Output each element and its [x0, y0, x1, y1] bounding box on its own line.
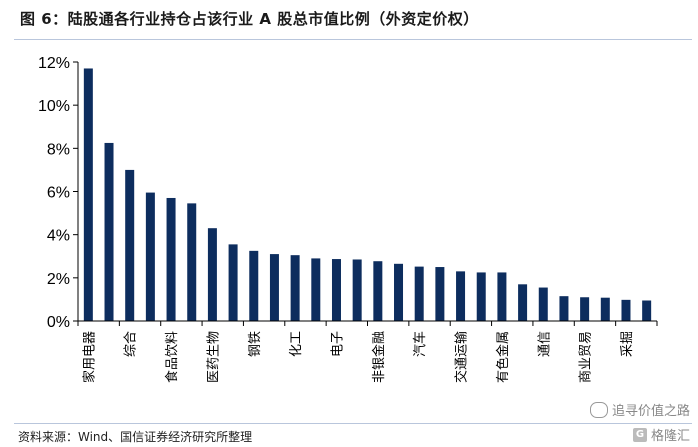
watermark-brand: 格隆汇 — [650, 429, 690, 444]
x-category-label: 食品饮料 — [164, 331, 180, 383]
title-divider — [14, 39, 692, 40]
gelonghui-logo-icon: G — [632, 427, 647, 442]
x-category-label: 汽车 — [412, 331, 428, 357]
bar — [104, 142, 114, 321]
x-category-label: 化工 — [289, 331, 304, 357]
wechat-icon — [589, 401, 608, 418]
bar — [580, 297, 590, 321]
bar — [497, 272, 507, 321]
bar-chart: 0% 2% 4% 6% 8% 10% 12% 家用电器 综合 食品饮料 医药生物 钢铁 化工 电子 非银金… — [38, 55, 658, 383]
x-category-label: 电子 — [330, 331, 345, 357]
x-category-label: 综合 — [124, 331, 139, 357]
watermark-text: 追寻价值之路 — [611, 404, 690, 419]
y-tick-label: 6% — [47, 185, 70, 202]
x-axis: 家用电器 综合 食品饮料 医药生物 钢铁 化工 电子 非银金融 汽车 交通运输 有色金属 通信 商业贸易… — [77, 320, 658, 383]
bar — [166, 197, 176, 321]
bar — [352, 259, 362, 321]
x-category-label: 医药生物 — [206, 331, 221, 383]
bar — [559, 296, 569, 321]
bar — [228, 244, 238, 321]
bar — [290, 255, 300, 321]
bar — [269, 254, 279, 321]
x-category-label: 家用电器 — [81, 331, 97, 383]
y-axis: 0% 2% 4% 6% 8% 10% 12% — [38, 55, 79, 331]
y-tick-label: 8% — [47, 141, 70, 158]
x-category-label: 非银金融 — [371, 331, 387, 383]
bar — [145, 192, 155, 321]
y-tick-label: 2% — [47, 271, 70, 288]
bar-series — [83, 68, 652, 321]
bar — [311, 258, 321, 321]
bar — [476, 272, 486, 321]
source-note: 资料来源：Wind、国信证券经济研究所整理 — [18, 430, 253, 444]
bar — [538, 287, 548, 321]
bar — [373, 261, 383, 321]
bar — [414, 266, 424, 321]
y-tick-label: 0% — [47, 314, 70, 331]
y-tick-label: 4% — [47, 228, 70, 245]
bar — [207, 228, 217, 321]
x-category-label: 通信 — [537, 331, 552, 357]
bar — [518, 284, 528, 321]
bar — [83, 68, 93, 321]
x-category-label: 交通运输 — [454, 331, 470, 383]
watermark-top: 追寻价值之路 — [589, 400, 690, 419]
bar — [435, 267, 445, 321]
bar — [125, 169, 135, 321]
x-category-label: 采掘 — [620, 331, 635, 357]
bar — [249, 250, 259, 321]
bar — [187, 203, 197, 321]
bar — [621, 299, 631, 321]
bar — [331, 259, 341, 321]
y-tick-label: 10% — [38, 98, 70, 115]
watermark-bottom: G 格隆汇 — [632, 425, 690, 444]
bar — [642, 300, 652, 321]
bar — [394, 263, 404, 321]
figure-title: 图 6：陆股通各行业持仓占该行业 A 股总市值比例（外资定价权） — [20, 10, 479, 28]
bar — [600, 297, 610, 321]
bar — [456, 271, 466, 321]
watermark: 追寻价值之路 G 格隆汇 — [589, 400, 690, 444]
x-category-label: 有色金属 — [495, 331, 511, 383]
y-tick-label: 12% — [38, 55, 70, 72]
bottom-divider — [14, 423, 692, 424]
x-category-label: 钢铁 — [248, 331, 263, 357]
x-category-label: 商业贸易 — [579, 331, 594, 383]
